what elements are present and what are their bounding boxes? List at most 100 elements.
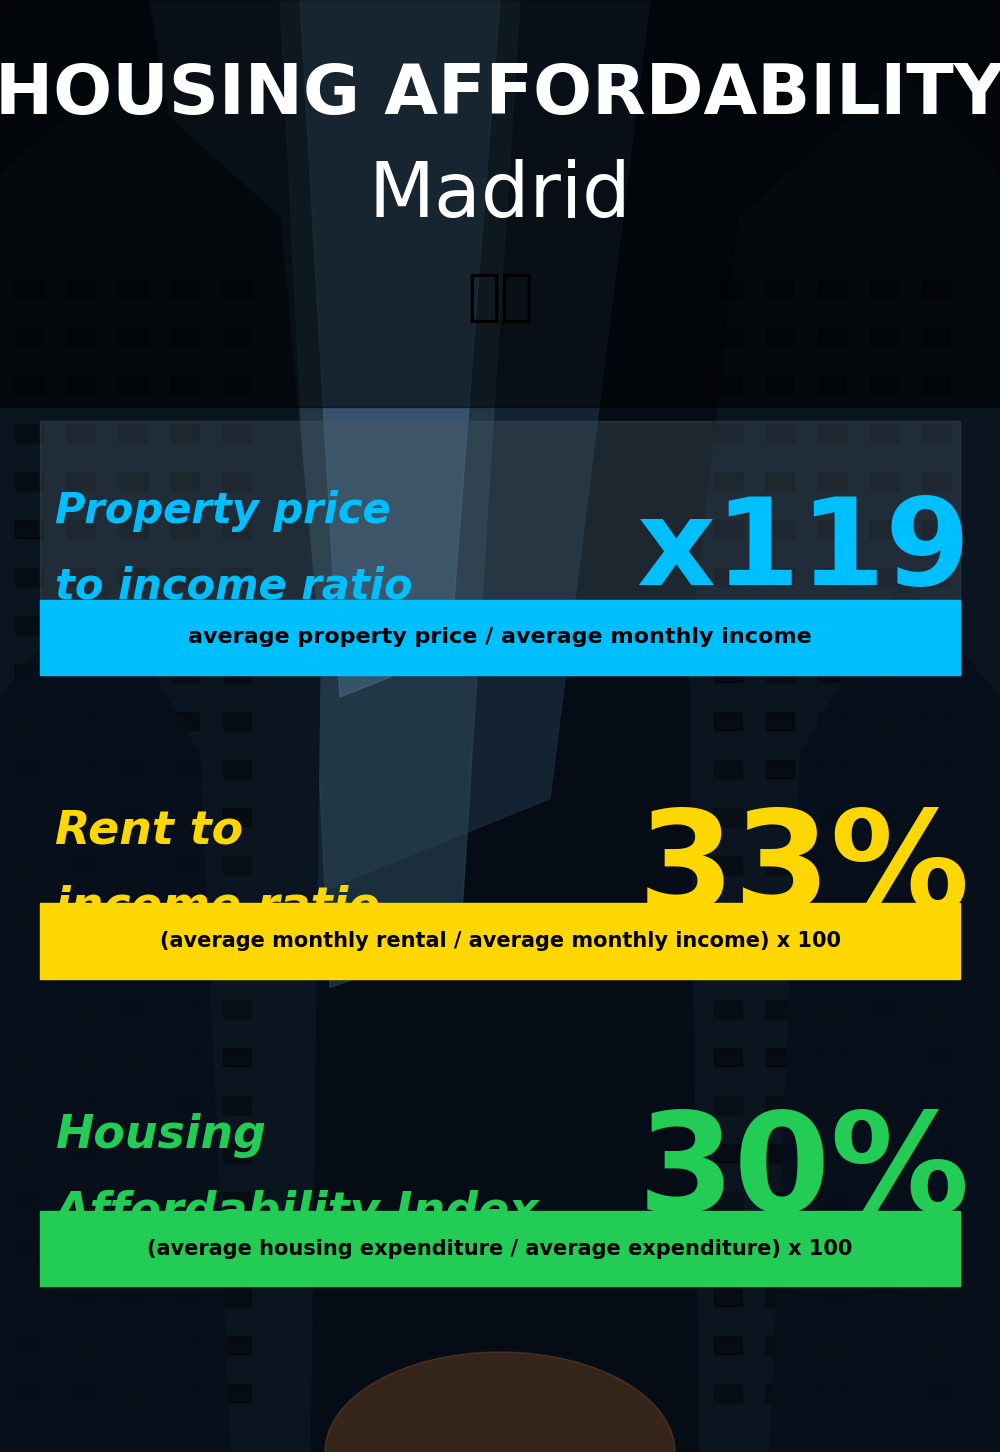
Bar xyxy=(119,1336,147,1355)
Bar xyxy=(870,807,898,826)
Bar xyxy=(818,664,846,682)
Bar xyxy=(223,759,251,778)
Text: Affordability Index: Affordability Index xyxy=(55,1191,540,1234)
Bar xyxy=(818,376,846,393)
Bar xyxy=(714,472,742,489)
Bar xyxy=(223,1144,251,1162)
Bar xyxy=(818,1048,846,1066)
Text: Rent to: Rent to xyxy=(55,809,243,852)
Bar xyxy=(171,568,199,587)
Bar xyxy=(171,1144,199,1162)
Bar xyxy=(67,1240,95,1257)
Bar xyxy=(171,759,199,778)
Bar xyxy=(714,376,742,393)
Bar xyxy=(223,424,251,441)
Bar xyxy=(818,857,846,874)
Text: Housing: Housing xyxy=(55,1114,266,1157)
Polygon shape xyxy=(690,73,1000,1452)
Bar xyxy=(766,857,794,874)
Bar xyxy=(171,857,199,874)
Bar xyxy=(15,1096,43,1114)
Bar xyxy=(223,1240,251,1257)
Bar xyxy=(171,807,199,826)
Bar xyxy=(223,616,251,635)
Bar xyxy=(714,520,742,539)
Bar xyxy=(40,421,960,675)
Text: 30%: 30% xyxy=(638,1106,970,1240)
Bar xyxy=(119,568,147,587)
Bar xyxy=(67,807,95,826)
Bar xyxy=(67,1048,95,1066)
Bar xyxy=(766,664,794,682)
Bar xyxy=(766,1096,794,1114)
Text: x119: x119 xyxy=(636,494,970,610)
Bar xyxy=(119,520,147,539)
Bar xyxy=(714,1240,742,1257)
Bar xyxy=(223,807,251,826)
Bar xyxy=(818,1000,846,1018)
Bar xyxy=(714,1192,742,1210)
Bar xyxy=(922,953,950,970)
Bar xyxy=(714,1144,742,1162)
Bar xyxy=(922,520,950,539)
Bar xyxy=(15,857,43,874)
Bar xyxy=(119,759,147,778)
Bar xyxy=(922,616,950,635)
Bar xyxy=(922,1240,950,1257)
Bar xyxy=(922,857,950,874)
Bar xyxy=(15,376,43,393)
Bar xyxy=(223,280,251,298)
Bar xyxy=(870,280,898,298)
Bar xyxy=(171,711,199,730)
Bar xyxy=(714,280,742,298)
Bar xyxy=(714,807,742,826)
Bar xyxy=(223,1288,251,1305)
Bar xyxy=(119,711,147,730)
Bar xyxy=(171,424,199,441)
Bar xyxy=(223,711,251,730)
Bar xyxy=(67,905,95,922)
Bar xyxy=(15,664,43,682)
Text: income ratio: income ratio xyxy=(55,886,380,929)
Bar xyxy=(67,280,95,298)
Bar xyxy=(67,1336,95,1355)
Bar xyxy=(766,807,794,826)
Bar xyxy=(818,424,846,441)
Bar xyxy=(922,328,950,346)
Bar xyxy=(714,1048,742,1066)
Bar xyxy=(714,616,742,635)
Bar xyxy=(870,759,898,778)
Bar xyxy=(870,376,898,393)
Bar xyxy=(119,328,147,346)
Bar xyxy=(119,1048,147,1066)
Bar xyxy=(766,328,794,346)
Bar xyxy=(766,1288,794,1305)
Bar xyxy=(171,1192,199,1210)
Bar xyxy=(67,711,95,730)
Bar xyxy=(223,376,251,393)
Bar xyxy=(67,472,95,489)
Bar xyxy=(0,0,1000,407)
Bar xyxy=(15,328,43,346)
Bar xyxy=(922,472,950,489)
Text: 🇪🇸: 🇪🇸 xyxy=(467,270,533,325)
Bar xyxy=(818,1288,846,1305)
Bar xyxy=(119,905,147,922)
Bar xyxy=(119,472,147,489)
Bar xyxy=(119,1384,147,1403)
Bar xyxy=(818,1336,846,1355)
Bar xyxy=(40,903,960,979)
Bar xyxy=(714,568,742,587)
Bar xyxy=(922,376,950,393)
Bar xyxy=(223,1048,251,1066)
Bar xyxy=(766,1000,794,1018)
Bar xyxy=(922,1144,950,1162)
Bar xyxy=(223,1000,251,1018)
Bar xyxy=(171,1048,199,1066)
Bar xyxy=(67,953,95,970)
Text: to income ratio: to income ratio xyxy=(55,566,413,607)
Polygon shape xyxy=(0,73,320,1452)
Bar xyxy=(15,1192,43,1210)
Bar xyxy=(67,616,95,635)
Bar xyxy=(922,759,950,778)
